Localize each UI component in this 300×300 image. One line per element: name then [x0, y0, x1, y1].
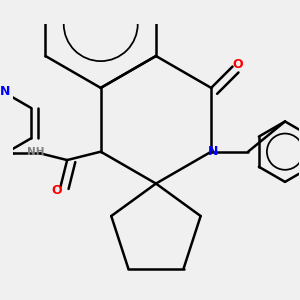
Text: N: N	[0, 85, 10, 98]
Text: NH: NH	[27, 147, 45, 157]
Text: O: O	[52, 184, 62, 197]
Text: N: N	[208, 145, 218, 158]
Text: O: O	[232, 58, 243, 71]
